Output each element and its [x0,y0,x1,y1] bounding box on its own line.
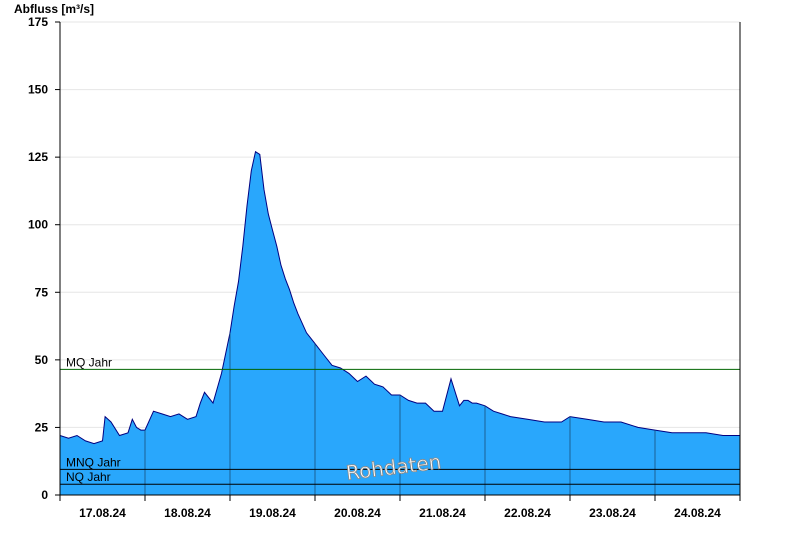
x-tick-label: 22.08.24 [504,506,551,520]
reference-label: MNQ Jahr [66,455,121,469]
y-tick-label: 125 [28,150,48,164]
x-axis-ticks: 17.08.24 18.08.24 19.08.24 20.08.24 21.08.24… [59,495,741,520]
y-tick-label: 150 [28,83,48,97]
y-tick-label: 50 [35,353,49,367]
y-tick-label: 0 [41,488,48,502]
y-axis-label: Abfluss [m³/s] [14,2,94,16]
reference-label: NQ Jahr [66,470,111,484]
y-tick-label: 75 [35,285,49,299]
x-tick-label: 23.08.24 [589,506,636,520]
x-tick-label: 18.08.24 [164,506,211,520]
data-line [59,150,740,445]
x-tick-label: 17.08.24 [79,506,126,520]
x-tick-label: 21.08.24 [419,506,466,520]
y-tick-label: 175 [28,15,48,29]
y-tick-label: 25 [35,420,49,434]
x-tick-label: 19.08.24 [249,506,296,520]
x-tick-label: 20.08.24 [334,506,381,520]
grid-lines [60,21,740,428]
y-axis-ticks: 0 25 50 75 100 125 150 175 [28,15,60,502]
x-tick-label: 24.08.24 [674,506,721,520]
y-tick-label: 100 [28,218,48,232]
reference-label: MQ Jahr [66,355,112,369]
